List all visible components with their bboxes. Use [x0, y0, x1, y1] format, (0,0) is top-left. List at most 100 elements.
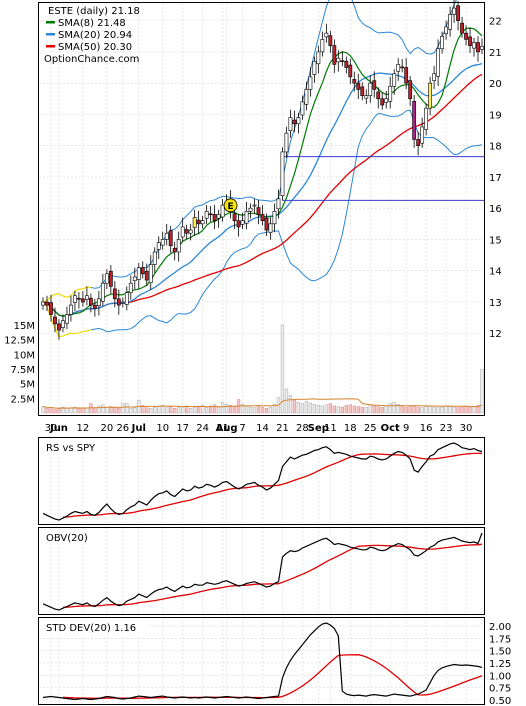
volume-bar [97, 405, 101, 414]
volume-bar [252, 407, 257, 414]
candle-body [65, 314, 69, 324]
volume-bar [476, 405, 480, 414]
volume-bar [440, 406, 444, 414]
volume-bar [157, 405, 161, 414]
candle-body [416, 139, 421, 146]
candle-body [340, 60, 345, 62]
volume-bar [436, 407, 440, 414]
volume-bar [408, 406, 412, 414]
volume-bar [416, 406, 420, 414]
volume-bar [141, 405, 145, 414]
candle-body [264, 217, 269, 231]
candle-body [188, 229, 193, 234]
volume-tick-label: 7.5M [10, 365, 35, 376]
candle-body [276, 198, 281, 210]
candle-body [296, 117, 301, 125]
panel-tick-label: 0.50 [489, 696, 511, 706]
volume-bar [264, 408, 269, 414]
candle-body [73, 295, 77, 303]
candle-body [88, 297, 93, 306]
volume-bar [320, 405, 325, 414]
price-tick-label: 19 [489, 110, 502, 121]
panel-frame [38, 437, 485, 525]
candle-body [104, 273, 109, 284]
legend-entry: SMA(20) 20.94 [58, 30, 132, 41]
candle-body [472, 42, 476, 49]
volume-bar [216, 406, 221, 414]
candle-body [392, 73, 397, 87]
date-label: Jul [131, 423, 146, 434]
volume-bar [57, 408, 61, 414]
volume-bar [396, 403, 400, 414]
candle-body [200, 220, 205, 225]
candle-body [61, 320, 65, 328]
volume-bar [452, 406, 456, 414]
volume-bar [364, 406, 368, 414]
volume-bar [344, 405, 348, 414]
volume-bar [296, 402, 301, 414]
volume-bar [232, 406, 237, 414]
candle-body [124, 292, 129, 305]
price-panel: E 12 13 14 15 16 17 18 19 20 21 22 2.5M 5M 7.5M 10M 12… [4, 0, 502, 416]
volume-bar [53, 409, 57, 414]
date-label: 26 [116, 423, 129, 434]
panel-title-bg [42, 531, 92, 544]
candle-body [380, 98, 385, 106]
candle-body [448, 14, 452, 30]
candle-body [53, 316, 57, 325]
candle-body [180, 226, 185, 238]
candle-body [244, 211, 249, 224]
legend-swatch [46, 45, 55, 48]
candle-body [432, 73, 437, 81]
price-tick-label: 16 [489, 204, 502, 215]
candle-body [196, 219, 201, 225]
volume-bar [332, 405, 336, 414]
date-label: 20 [100, 423, 113, 434]
volume-bar [41, 406, 45, 414]
candle-body [152, 251, 157, 265]
volume-bar [480, 369, 484, 414]
volume-bar [468, 406, 472, 414]
date-label: 31 [216, 423, 229, 434]
volume-bar [185, 405, 189, 414]
panel-tick-label: 2.00 [489, 622, 511, 633]
bollinger-lower-band [90, 109, 483, 333]
volume-bar [268, 406, 273, 414]
candle-body [420, 126, 425, 144]
panel-line [42, 532, 483, 611]
volume-bar [360, 406, 364, 414]
candle-body [272, 211, 277, 225]
stddev-panel: 0.500.75 1.001.251.50 1.752.00 STD DEV(20) … [38, 617, 511, 706]
volume-bar [392, 402, 396, 414]
volume-bar [448, 406, 452, 414]
candle-body [288, 117, 293, 131]
volume-bar [177, 406, 181, 414]
candle-body [456, 5, 460, 21]
candle-body [248, 207, 253, 212]
candle-body [184, 229, 189, 234]
volume-bar [161, 405, 165, 414]
volume-bar [292, 399, 297, 414]
volume-bar [388, 403, 392, 414]
volume-bar [133, 407, 137, 414]
volume-bar [49, 407, 53, 414]
candle-body [252, 204, 257, 207]
volume-tick-label: 2.5M [10, 394, 35, 405]
candle-body [220, 204, 225, 218]
candle-body [192, 217, 197, 228]
date-label: 16 [420, 423, 433, 434]
candle-body [69, 304, 73, 315]
candle-body [440, 35, 444, 50]
date-label: 24 [196, 423, 209, 434]
candle-body [316, 51, 321, 65]
candle-body [128, 282, 133, 293]
date-label: Jun [49, 423, 68, 434]
earnings-badge [223, 198, 238, 213]
candle-body [468, 36, 472, 46]
price-frame [38, 2, 485, 416]
date-label: 30 [45, 423, 58, 434]
volume-bar [93, 407, 97, 414]
volume-bar [356, 406, 360, 414]
volume-bar [193, 406, 197, 414]
